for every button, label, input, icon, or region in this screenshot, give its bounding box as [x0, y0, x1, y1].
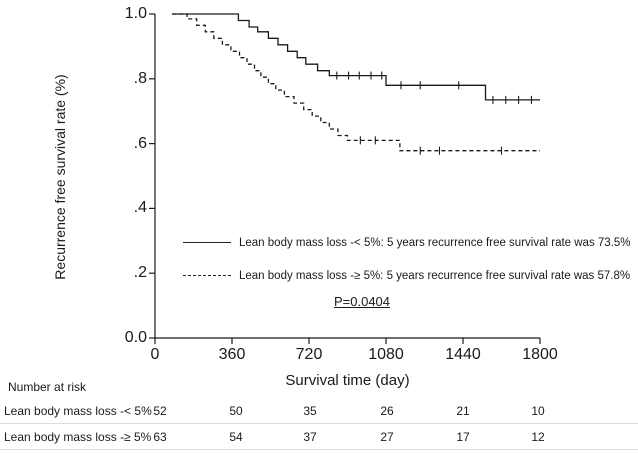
y-tick-label: .2 [133, 264, 147, 281]
x-tick-label: 720 [295, 346, 323, 363]
x-tick-label: 1440 [445, 346, 481, 363]
solid-line-icon [183, 242, 231, 243]
dashed-line-icon [183, 275, 231, 276]
risk-row-label: Lean body mass loss -< 5% [4, 404, 152, 418]
risk-count: 12 [531, 430, 545, 444]
risk-count: 54 [229, 430, 243, 444]
risk-count: 10 [531, 404, 545, 418]
risk-row-label: Lean body mass loss -≥ 5% [4, 430, 152, 444]
y-tick-label: .6 [133, 135, 147, 152]
p-value: P=0.0404 [333, 294, 391, 309]
risk-count: 17 [456, 430, 470, 444]
number-at-risk-title: Number at risk [8, 380, 87, 394]
x-tick-label: 0 [150, 346, 160, 363]
y-axis-title: Recurrence free survival rate (%) [52, 74, 68, 280]
y-tick-label: .8 [133, 70, 147, 87]
legend: Lean body mass loss -< 5%: 5 years recur… [183, 226, 631, 292]
risk-count: 50 [229, 404, 243, 418]
y-tick-label: 1.0 [124, 5, 147, 22]
y-tick-label: .4 [133, 199, 147, 216]
y-tick-label: 0.0 [124, 329, 147, 346]
x-tick-label: 360 [218, 346, 246, 363]
legend-item: Lean body mass loss -< 5%: 5 years recur… [183, 226, 631, 259]
x-tick-label: 1800 [522, 346, 558, 363]
risk-count: 21 [456, 404, 470, 418]
legend-label: Lean body mass loss -≥ 5%: 5 years recur… [239, 269, 631, 282]
risk-count: 35 [303, 404, 317, 418]
x-tick-label: 1080 [368, 346, 404, 363]
legend-item: Lean body mass loss -≥ 5%: 5 years recur… [183, 259, 631, 292]
risk-count: 26 [380, 404, 394, 418]
risk-count: 63 [153, 430, 167, 444]
risk-count: 27 [380, 430, 394, 444]
risk-row: Lean body mass loss -≥ 5% 63 54 37 27 17… [0, 425, 638, 450]
legend-label: Lean body mass loss -< 5%: 5 years recur… [239, 236, 631, 249]
risk-count: 37 [303, 430, 317, 444]
risk-count: 52 [153, 404, 167, 418]
risk-row: Lean body mass loss -< 5% 52 50 35 26 21… [0, 399, 638, 424]
x-axis-title: Survival time (day) [285, 372, 410, 389]
